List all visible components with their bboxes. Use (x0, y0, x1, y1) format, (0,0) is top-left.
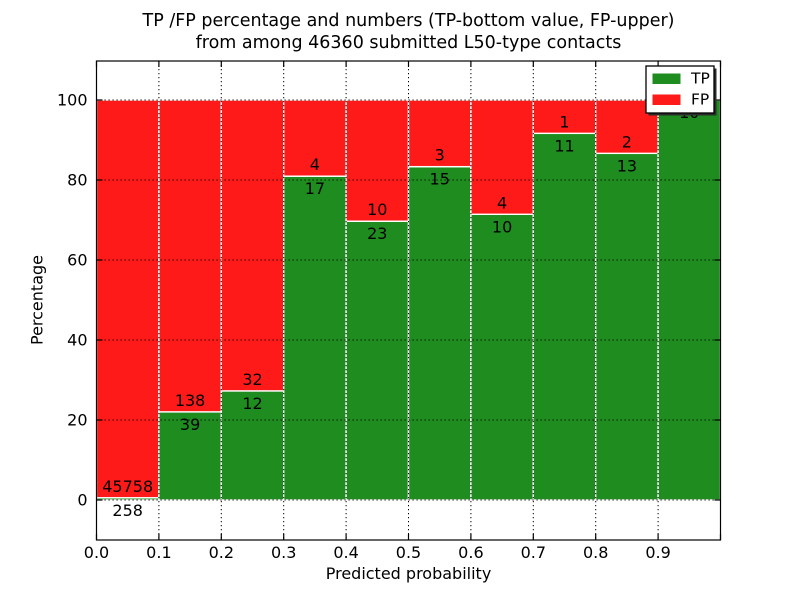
bar-segment-fp (470, 99, 534, 215)
bar-segment-tp (283, 175, 347, 501)
tp-count-label: 15 (430, 170, 450, 189)
fp-count-label: 10 (367, 200, 387, 219)
legend-swatch-tp (652, 73, 681, 84)
bar-segment-fp (158, 99, 222, 413)
chart-title-line2: from among 46360 submitted L50-type cont… (195, 33, 622, 53)
tp-count-label: 10 (492, 217, 512, 236)
tp-count-label: 13 (617, 156, 637, 175)
y-tick-label: 80 (67, 171, 87, 190)
x-tick-label: 0.8 (583, 543, 608, 562)
fp-count-label: 3 (435, 146, 445, 165)
fp-count-label: 138 (175, 391, 206, 410)
y-axis-label: Percentage (27, 254, 47, 346)
legend-swatch-fp (652, 94, 681, 105)
x-tick-label: 0.7 (521, 543, 546, 562)
fp-count-label: 4 (497, 193, 507, 212)
x-tick-label: 0.2 (209, 543, 234, 562)
tp-count-label: 39 (180, 415, 200, 434)
bar-segment-fp (407, 99, 472, 168)
bar-segment-fp (220, 99, 285, 392)
tp-count-label: 17 (305, 179, 325, 198)
fp-count-label: 2 (622, 132, 632, 151)
fp-count-label: 45758 (102, 477, 153, 496)
x-tick-label: 0.0 (84, 543, 109, 562)
y-tick-label: 100 (57, 91, 88, 110)
y-tick-label: 40 (67, 331, 87, 350)
tp-count-label: 23 (367, 224, 387, 243)
bar-segment-tp (595, 152, 659, 501)
tp-count-label: 258 (112, 501, 143, 520)
bar-segment-fp (95, 99, 160, 499)
bar-segment-tp (532, 132, 597, 501)
y-tick-label: 0 (77, 491, 87, 510)
legend-label-fp: FP (691, 91, 709, 109)
bar-segment-tp (657, 99, 722, 501)
x-tick-label: 0.4 (333, 543, 358, 562)
tp-count-label: 12 (242, 394, 262, 413)
legend-label-tp: TP (690, 70, 710, 88)
x-tick-label: 0.9 (645, 543, 670, 562)
fp-count-label: 4 (310, 155, 320, 174)
x-tick-label: 0.1 (146, 543, 171, 562)
x-tick-label: 0.6 (458, 543, 483, 562)
bar-segment-tp (407, 165, 472, 501)
bar-segment-tp (345, 220, 410, 501)
y-tick-label: 20 (67, 411, 87, 430)
x-axis-label: Predicted probability (325, 564, 492, 583)
y-tick-label: 60 (67, 251, 87, 270)
tp-count-label: 11 (554, 136, 574, 155)
fp-count-label: 1 (559, 112, 569, 131)
fp-count-label: 32 (242, 370, 262, 389)
x-tick-label: 0.5 (396, 543, 421, 562)
x-tick-label: 0.3 (271, 543, 296, 562)
chart-title: TP /FP percentage and numbers (TP-bottom… (96, 10, 721, 54)
bar-segment-tp (470, 213, 534, 501)
chart-title-line1: TP /FP percentage and numbers (TP-bottom… (142, 11, 675, 31)
bar-segment-fp (532, 99, 597, 135)
